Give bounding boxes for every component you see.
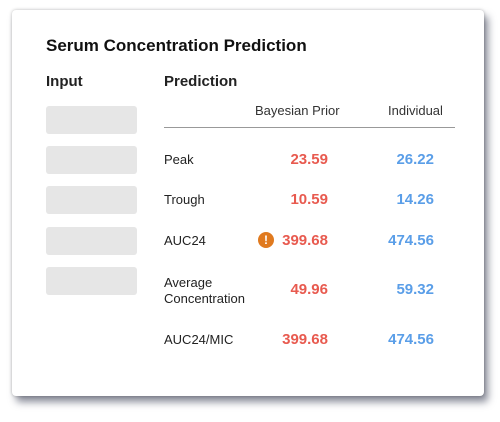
auc24-mic-individual-value: 474.56 (388, 331, 434, 348)
individual-header: Individual (388, 103, 443, 118)
trough-individual-value: 14.26 (396, 191, 434, 208)
input-column-header: Input (46, 73, 83, 90)
input-field-2[interactable] (46, 146, 137, 174)
auc24-prior-value: 399.68 (282, 232, 328, 249)
auc24-mic-prior-value: 399.68 (282, 331, 328, 348)
prediction-column-header: Prediction (164, 73, 238, 90)
trough-prior-value: 10.59 (290, 191, 328, 208)
row-label-trough: Trough (164, 192, 205, 207)
row-label-average-concentration: Average Concentration (164, 275, 245, 307)
peak-prior-value: 23.59 (290, 151, 328, 168)
prediction-card: Serum Concentration Prediction Input Pre… (12, 10, 484, 396)
input-field-5[interactable] (46, 267, 137, 295)
row-label-auc24-mic: AUC24/MIC (164, 332, 234, 347)
input-field-4[interactable] (46, 227, 137, 255)
row-label-auc24: AUC24 (164, 233, 206, 248)
exclamation-circle-icon[interactable]: ! (258, 232, 274, 248)
row-label-average-line1: Average (164, 275, 213, 290)
auc24-individual-value: 474.56 (388, 232, 434, 249)
card-title: Serum Concentration Prediction (46, 36, 307, 55)
row-label-peak: Peak (164, 152, 194, 167)
average-concentration-individual-value: 59.32 (396, 281, 434, 298)
input-field-1[interactable] (46, 106, 137, 134)
header-divider (164, 127, 455, 128)
average-concentration-prior-value: 49.96 (290, 281, 328, 298)
bayesian-prior-header: Bayesian Prior (255, 103, 340, 118)
peak-individual-value: 26.22 (396, 151, 434, 168)
row-label-average-line2: Concentration (164, 291, 245, 306)
input-field-3[interactable] (46, 186, 137, 214)
